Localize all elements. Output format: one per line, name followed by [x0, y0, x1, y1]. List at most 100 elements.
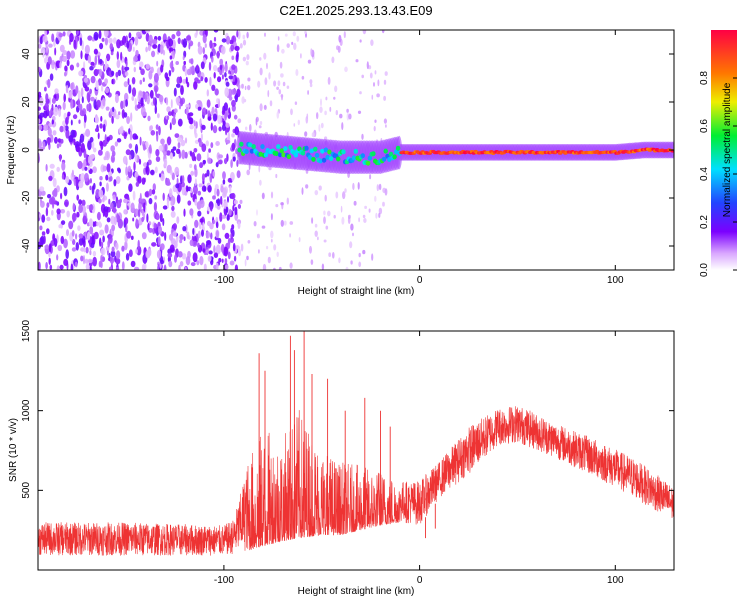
- noise-cell: [103, 156, 107, 161]
- noise-cell: [202, 222, 205, 231]
- speckle-cell: [280, 219, 284, 227]
- ridge-cell: [244, 149, 249, 155]
- speckle-cell: [239, 199, 243, 204]
- noise-cell: [233, 199, 238, 205]
- noise-cell: [115, 71, 119, 78]
- noise-cell: [61, 174, 65, 180]
- noise-cell: [201, 143, 207, 152]
- noise-cell: [139, 61, 144, 68]
- ridge-cell: [318, 158, 323, 164]
- noise-cell: [38, 124, 43, 131]
- noise-cell: [157, 113, 160, 119]
- noise-cell: [202, 34, 207, 44]
- noise-cell: [200, 76, 204, 82]
- speckle-cell: [329, 106, 332, 112]
- noise-cell: [128, 249, 133, 257]
- speckle-cell: [246, 255, 249, 261]
- noise-cell: [59, 61, 62, 69]
- speckle-cell: [293, 42, 297, 51]
- noise-cell: [220, 195, 223, 205]
- speckle-cell: [258, 125, 262, 129]
- noise-cell: [133, 66, 136, 73]
- speckle-cell: [373, 125, 376, 132]
- noise-cell: [114, 93, 119, 104]
- noise-cell: [222, 187, 227, 197]
- noise-cell: [212, 219, 216, 224]
- noise-cell: [190, 58, 194, 65]
- noise-cell: [225, 35, 231, 45]
- noise-cell: [81, 199, 86, 207]
- noise-cell: [137, 175, 142, 184]
- noise-cell: [111, 115, 114, 124]
- noise-cell: [100, 115, 103, 122]
- noise-cell: [203, 186, 207, 192]
- noise-cell: [49, 110, 52, 117]
- noise-cell: [234, 126, 239, 136]
- noise-cell: [210, 232, 213, 240]
- noise-cell: [131, 95, 135, 101]
- noise-cell: [145, 46, 148, 53]
- noise-cell: [76, 211, 80, 218]
- noise-cell: [176, 30, 181, 37]
- noise-cell: [192, 185, 198, 195]
- ridge-cell: [353, 148, 358, 154]
- noise-cell: [70, 82, 74, 90]
- noise-cell: [139, 192, 142, 203]
- speckle-cell: [361, 133, 364, 140]
- noise-cell: [155, 156, 161, 163]
- noise-cell: [134, 135, 139, 140]
- noise-cell: [160, 259, 164, 265]
- speckle-cell: [371, 253, 374, 261]
- noise-cell: [146, 95, 150, 105]
- noise-cell: [139, 79, 143, 85]
- noise-cell: [70, 263, 74, 270]
- noise-cell: [102, 165, 107, 172]
- noise-cell: [171, 117, 176, 126]
- noise-cell: [116, 138, 122, 143]
- noise-cell: [221, 123, 226, 132]
- speckle-cell: [352, 182, 355, 191]
- noise-cell: [131, 87, 137, 97]
- noise-cell: [96, 221, 99, 227]
- noise-cell: [86, 104, 89, 112]
- noise-cell: [169, 152, 173, 160]
- noise-cell: [218, 258, 222, 263]
- noise-cell: [45, 207, 49, 217]
- noise-cell: [43, 110, 48, 119]
- noise-cell: [90, 61, 95, 66]
- noise-cell: [64, 199, 69, 208]
- noise-cell: [116, 39, 121, 49]
- noise-cell: [221, 64, 225, 74]
- noise-cell: [198, 183, 203, 188]
- x-tick-label: 100: [607, 275, 624, 286]
- noise-cell: [89, 178, 92, 184]
- noise-cell: [163, 264, 167, 270]
- noise-cell: [98, 68, 103, 77]
- noise-cell: [38, 43, 42, 49]
- noise-cell: [65, 249, 69, 260]
- colorbar-tick-label: 0.6: [699, 119, 710, 133]
- y-tick-label: 0: [21, 147, 32, 153]
- spectrogram-panel: -100 0 100 -40 -20 0 20 40 Height of straight …: [6, 29, 675, 297]
- noise-cell: [141, 216, 145, 222]
- noise-cell: [151, 189, 156, 195]
- noise-cell: [237, 84, 241, 90]
- speckle-cell: [246, 169, 250, 176]
- noise-cell: [44, 86, 47, 92]
- noise-cell: [75, 233, 78, 240]
- noise-cell: [155, 124, 159, 130]
- noise-cell: [121, 245, 125, 252]
- noise-cell: [76, 30, 79, 35]
- noise-cell: [106, 163, 111, 173]
- noise-cell: [172, 223, 177, 231]
- speckle-cell: [293, 123, 296, 127]
- noise-cell: [145, 32, 150, 42]
- noise-cell: [234, 264, 238, 270]
- noise-cell: [90, 75, 96, 84]
- noise-cell: [80, 172, 85, 183]
- noise-cell: [153, 222, 157, 229]
- noise-cell: [207, 116, 212, 121]
- noise-cell: [195, 121, 198, 129]
- noise-cell: [171, 34, 176, 40]
